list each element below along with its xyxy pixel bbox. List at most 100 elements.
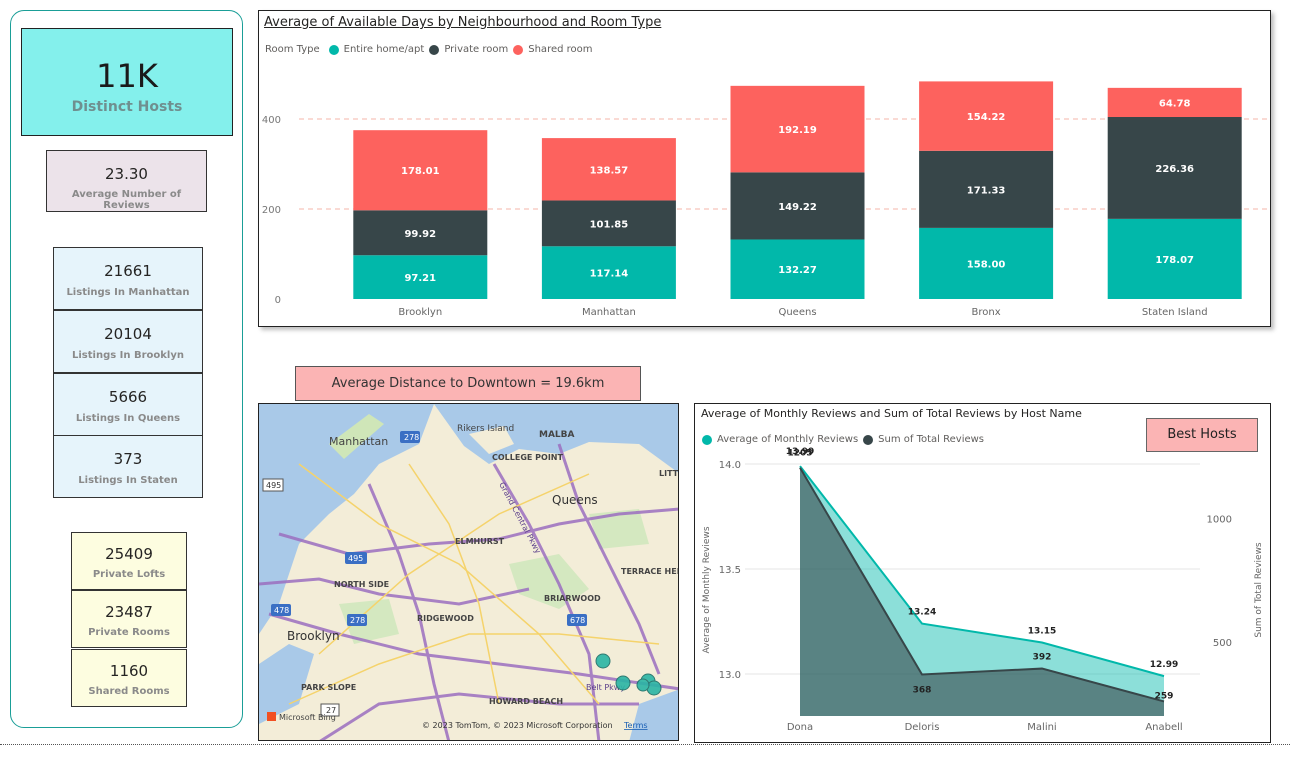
kpi-private-rooms[interactable]: 23487 Private Rooms — [71, 590, 187, 648]
y-tick-label-right: 1000 — [1207, 514, 1232, 525]
bar-segment[interactable] — [541, 138, 676, 201]
kpi-value: 23.30 — [105, 165, 148, 183]
kpi-value: 25409 — [105, 545, 153, 563]
stacked-bar-chart-visual[interactable]: Average of Available Days by Neighbourho… — [258, 10, 1271, 327]
map-label: Brooklyn — [287, 629, 340, 643]
y-tick-label-right: 500 — [1213, 638, 1232, 649]
shield-label: 678 — [570, 616, 585, 625]
area-chart-plot: 13.0 13.5 14.0 500 1000 13.99 13.24 13.15 12.99 1… — [702, 447, 1264, 733]
data-label-monthly-reviews: 13.24 — [908, 608, 936, 618]
bar-segment[interactable] — [919, 81, 1054, 151]
y-tick-label-left: 13.0 — [719, 670, 741, 681]
legend-item[interactable]: Entire home/apt — [343, 44, 425, 55]
legend-title: Room Type — [265, 44, 320, 55]
best-hosts-button[interactable]: Best Hosts — [1146, 418, 1258, 452]
kpi-value: 1160 — [109, 662, 149, 680]
x-tick-label: Staten Island — [1142, 307, 1208, 318]
kpi-distinct-hosts[interactable]: 11K Distinct Hosts — [21, 28, 233, 136]
x-tick-label: Anabell — [1145, 722, 1182, 733]
park-area — [589, 509, 649, 549]
bar-segment[interactable] — [353, 130, 488, 211]
kpi-listings-manhattan[interactable]: 21661 Listings In Manhattan — [53, 247, 203, 310]
bar-data-label: 226.36 — [1155, 164, 1194, 175]
bar-segment[interactable] — [730, 85, 865, 173]
map-label: BRIARWOOD — [544, 594, 601, 603]
bar-data-label: 154.22 — [967, 112, 1006, 123]
kpi-private-lofts[interactable]: 25409 Private Lofts — [71, 532, 187, 590]
kpi-label: Private Lofts — [92, 569, 166, 580]
bar-segment[interactable] — [730, 239, 865, 299]
bar-segment[interactable] — [1107, 117, 1242, 219]
chart-title: Average of Available Days by Neighbourho… — [264, 15, 662, 30]
map-label: NORTH SIDE — [334, 580, 389, 589]
bar-segment[interactable] — [730, 172, 865, 240]
map-data-point[interactable] — [615, 675, 631, 691]
map-label: LITT — [659, 469, 679, 478]
map-visual[interactable]: 278 495 495 478 278 678 27 Manhattan Rik… — [258, 403, 679, 741]
kpi-label: Shared Rooms — [88, 686, 170, 697]
legend-item[interactable]: Sum of Total Reviews — [878, 434, 985, 445]
kpi-label: Average Number of Reviews — [71, 189, 182, 211]
area-series-total-reviews[interactable] — [800, 467, 1164, 716]
bar-segment[interactable] — [1107, 87, 1242, 118]
kpi-value: 23487 — [105, 603, 153, 621]
kpi-label: Listings In Brooklyn — [71, 350, 184, 361]
data-label-monthly-reviews: 12.99 — [1150, 660, 1178, 670]
bar-data-label: 117.14 — [590, 269, 629, 280]
area-chart-visual[interactable]: Average of Monthly Reviews and Sum of To… — [694, 403, 1271, 743]
map-label: HOWARD BEACH — [489, 697, 563, 706]
bar-data-label: 192.19 — [778, 125, 817, 136]
map-data-point[interactable] — [636, 678, 650, 692]
y-tick-label: 0 — [275, 295, 281, 306]
kpi-label: Distinct Hosts — [71, 99, 183, 115]
legend-item[interactable]: Shared room — [528, 44, 593, 55]
kpi-shared-rooms[interactable]: 1160 Shared Rooms — [71, 649, 187, 707]
map-data-point[interactable] — [595, 653, 611, 669]
water-area — [259, 644, 314, 724]
bar-data-label: 138.57 — [590, 165, 629, 176]
kpi-value: 373 — [113, 450, 143, 468]
map-canvas[interactable]: 278 495 495 478 278 678 27 Manhattan Rik… — [259, 404, 679, 741]
bar-data-label: 178.07 — [1155, 255, 1194, 266]
shield-label: 495 — [266, 481, 281, 490]
map-attribution: Microsoft Bing © 2023 TomTom, © 2023 Mic… — [267, 712, 648, 730]
line-series-monthly-reviews — [799, 465, 1165, 678]
x-tick-label: Manhattan — [582, 307, 636, 318]
kpi-listings-staten[interactable]: 373 Listings In Staten — [53, 435, 203, 498]
x-tick-label: Queens — [778, 307, 816, 318]
x-tick-label: Deloris — [905, 722, 940, 733]
legend-item[interactable]: Average of Monthly Reviews — [717, 434, 859, 445]
bar-segment[interactable] — [919, 150, 1054, 228]
water-area — [259, 404, 434, 634]
bar-data-label: 132.27 — [778, 265, 817, 276]
map-data-points[interactable] — [595, 653, 662, 696]
bar-segment[interactable] — [1107, 218, 1242, 299]
data-label-monthly-reviews: 13.15 — [1028, 627, 1056, 637]
bar-segment[interactable] — [353, 210, 488, 256]
kpi-listings-queens[interactable]: 5666 Listings In Queens — [53, 373, 203, 436]
x-tick-label: Malini — [1027, 722, 1056, 733]
bar-segment[interactable] — [353, 255, 488, 299]
kpi-value: 21661 — [104, 262, 152, 280]
legend-dot-icon — [702, 434, 712, 445]
kpi-label: Listings In Queens — [75, 413, 181, 424]
legend-item[interactable]: Private room — [444, 44, 509, 55]
shield-label: 278 — [350, 616, 365, 625]
water-area — [629, 689, 678, 740]
data-label-monthly-reviews: 13.99 — [786, 447, 814, 457]
bar-data-label: 99.92 — [404, 229, 436, 240]
data-label-total-reviews: 259 — [1155, 691, 1174, 701]
map-label: Belt Pkwy — [586, 683, 625, 692]
bar-segment[interactable] — [919, 227, 1054, 299]
kpi-listings-brooklyn[interactable]: 20104 Listings In Brooklyn — [53, 310, 203, 373]
bar-segment[interactable] — [541, 246, 676, 299]
shield-label: 495 — [348, 554, 363, 563]
bar-data-label: 149.22 — [778, 202, 817, 213]
y-tick-label-left: 13.5 — [719, 565, 741, 576]
bar-chart-plot: 0 200 400 97.21 99.92 178.01 Brooklyn 117.14 101… — [262, 81, 1267, 318]
x-tick-label: Brooklyn — [398, 307, 442, 318]
kpi-average-reviews[interactable]: 23.30 Average Number of Reviews — [46, 150, 207, 212]
park-area — [509, 554, 589, 609]
terms-link[interactable]: Terms — [623, 721, 648, 730]
bar-segment[interactable] — [541, 200, 676, 247]
